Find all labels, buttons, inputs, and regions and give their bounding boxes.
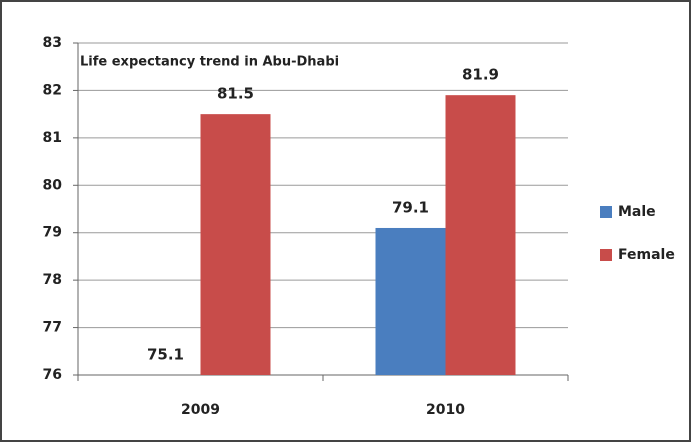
y-tick-label: 81 — [43, 130, 62, 146]
y-tick-label: 78 — [43, 272, 62, 288]
legend-swatch — [600, 206, 612, 218]
y-tick-label: 83 — [43, 35, 62, 51]
legend-label: Male — [618, 204, 656, 220]
bar — [200, 114, 271, 375]
chart-title: Life expectancy trend in Abu-Dhabi — [80, 55, 339, 70]
bar — [445, 95, 516, 375]
x-tick-label: 2010 — [426, 402, 465, 418]
y-tick-label: 79 — [43, 225, 62, 241]
bars — [200, 95, 516, 375]
data-label: 79.1 — [392, 198, 429, 216]
y-tick-label: 76 — [43, 367, 62, 383]
bar — [375, 227, 446, 375]
data-label: 81.5 — [217, 85, 254, 103]
data-label: 81.9 — [462, 66, 499, 84]
y-tick-label: 77 — [43, 320, 62, 336]
legend-swatch — [600, 249, 612, 261]
data-label: 75.1 — [147, 346, 184, 364]
y-tick-label: 80 — [43, 177, 63, 193]
x-tick-label: 2009 — [181, 402, 220, 418]
legend-label: Female — [618, 247, 675, 263]
y-tick-label: 82 — [43, 82, 62, 98]
